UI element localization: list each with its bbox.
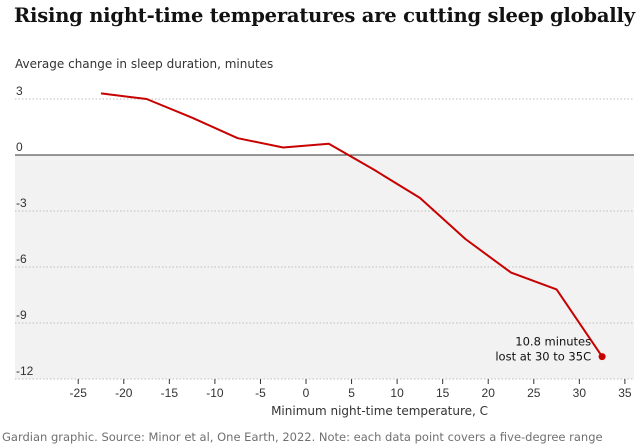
sleep-change-line xyxy=(100,92,603,358)
x-axis: -25 -20 -15 -10 -5 0 5 10 15 20 25 30 35 xyxy=(70,379,632,400)
y-tick-label: -6 xyxy=(16,252,27,266)
x-axis-label: Minimum night-time temperature, C xyxy=(271,404,488,418)
x-tick-label: -25 xyxy=(70,386,88,400)
x-tick-label: 15 xyxy=(436,386,450,400)
x-tick-label: 5 xyxy=(348,386,355,400)
y-axis-ticks: 3 0 -3 -6 -9 -12 xyxy=(16,84,34,378)
y-tick-label: -9 xyxy=(16,308,27,322)
y-tick-label: 0 xyxy=(16,140,23,154)
x-tick-label: 30 xyxy=(573,386,587,400)
x-tick-label: 20 xyxy=(482,386,496,400)
gridlines xyxy=(15,98,634,380)
chart-title: Rising night-time temperatures are cutti… xyxy=(14,4,635,27)
x-tick-label: 25 xyxy=(527,386,541,400)
x-tick-label: -15 xyxy=(161,386,179,400)
annotation-line-2: lost at 30 to 35C xyxy=(495,350,591,364)
y-tick-label: -12 xyxy=(16,364,34,378)
x-tick-label: -10 xyxy=(206,386,224,400)
y-tick-label: -3 xyxy=(16,196,27,210)
x-tick-label: -20 xyxy=(115,386,133,400)
x-tick-label: 0 xyxy=(303,386,310,400)
endpoint-marker xyxy=(598,353,606,361)
source-footer: Gardian graphic. Source: Minor et al, On… xyxy=(2,430,603,444)
y-axis-label: Average change in sleep duration, minute… xyxy=(15,57,273,71)
x-tick-label: -5 xyxy=(255,386,266,400)
x-tick-label: 35 xyxy=(618,386,632,400)
x-tick-label: 10 xyxy=(390,386,404,400)
y-tick-label: 3 xyxy=(16,84,23,98)
annotation-line-1: 10.8 minutes xyxy=(515,335,591,349)
